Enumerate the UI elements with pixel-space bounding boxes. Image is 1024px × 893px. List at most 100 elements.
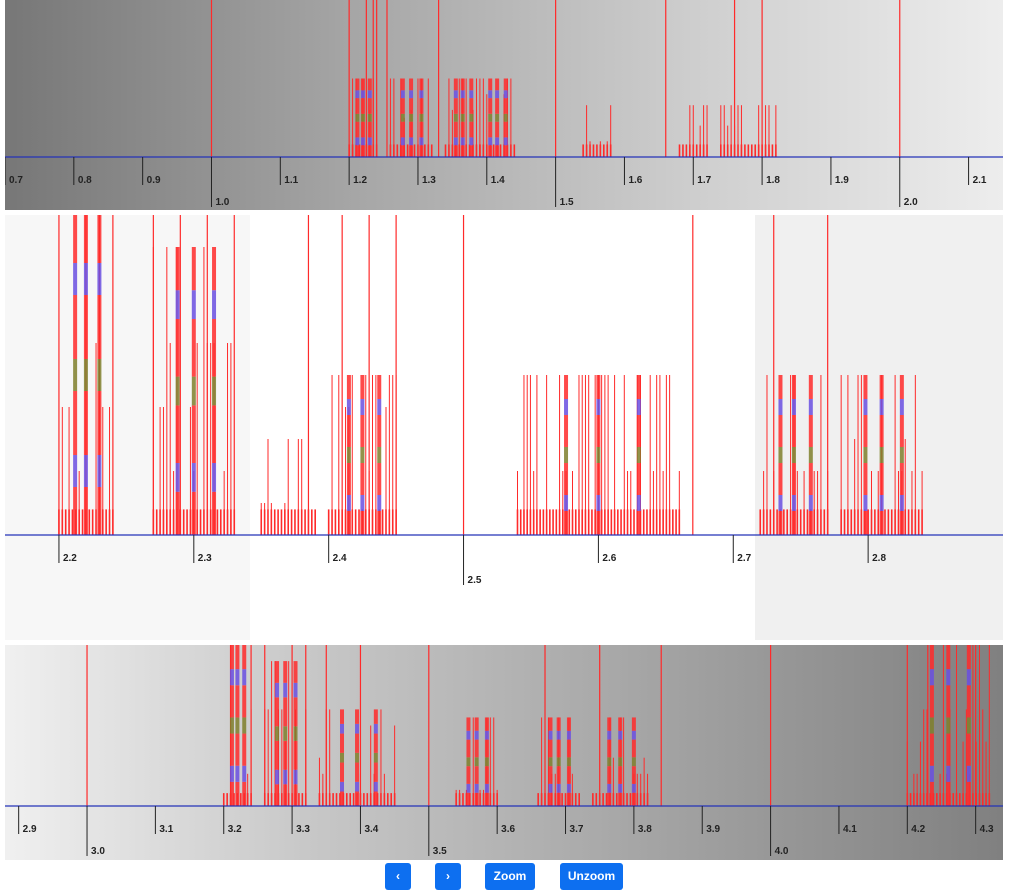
stacked-peak-segment	[191, 376, 196, 406]
stacked-peak-segment	[212, 376, 217, 406]
stacked-peak-segment	[469, 113, 474, 122]
stacked-peak-segment	[360, 511, 365, 535]
stacked-peak-segment	[355, 752, 360, 763]
stacked-peak-segment	[419, 145, 424, 157]
stacked-peak-segment	[495, 90, 500, 99]
stacked-peak-segment	[409, 78, 414, 91]
peak-cluster	[444, 78, 481, 157]
stacked-peak-segment	[466, 766, 471, 784]
stacked-peak-segment	[474, 717, 479, 731]
stacked-peak-segment	[400, 98, 405, 114]
peak-cluster	[906, 645, 991, 806]
stacked-peak-segment	[636, 463, 641, 495]
stacked-peak-segment	[355, 78, 360, 91]
next-button[interactable]: ›	[435, 863, 461, 890]
stacked-peak-segment	[275, 697, 280, 727]
spectrum-chart-bottom: 2.9 3.0 3.1 3.2 3.3 3.4 3.5 3.6 3.7 3.8 3.9 4.0 4.1 4…	[5, 645, 1003, 860]
stacked-peak-segment	[946, 645, 951, 670]
stacked-peak-segment	[929, 669, 934, 686]
stacked-peak-segment	[367, 98, 372, 114]
stacked-peak-segment	[548, 757, 553, 767]
stacked-peak-segment	[409, 137, 414, 146]
tick-label: 2.9	[23, 824, 37, 835]
stacked-peak-segment	[808, 495, 813, 511]
stacked-peak-segment	[242, 765, 247, 782]
tick-label: 0.9	[147, 175, 161, 186]
stacked-peak-segment	[966, 685, 971, 718]
tick-label: 2.1	[973, 175, 987, 186]
stacked-peak-segment	[556, 783, 561, 793]
stacked-peak-segment	[863, 415, 868, 447]
stacked-peak-segment	[453, 90, 458, 99]
tick-label: 1.7	[697, 175, 711, 186]
stacked-peak-segment	[275, 726, 280, 741]
tick-label: 1.6	[628, 175, 642, 186]
stacked-peak-segment	[175, 463, 180, 492]
stacked-peak-segment	[899, 511, 904, 535]
stacked-peak-segment	[548, 783, 553, 793]
stacked-peak-segment	[618, 739, 623, 758]
stacked-peak-segment	[778, 447, 783, 463]
stacked-peak-segment	[293, 740, 298, 770]
stacked-peak-segment	[929, 645, 934, 670]
stacked-peak-segment	[863, 399, 868, 415]
stacked-peak-segment	[453, 145, 458, 157]
stacked-peak-segment	[419, 137, 424, 146]
stacked-peak-segment	[283, 769, 288, 785]
stacked-peak-segment	[503, 121, 508, 138]
tick-label: 3.5	[433, 846, 447, 857]
peak-cluster	[58, 215, 114, 535]
stacked-peak-segment	[564, 495, 569, 511]
tick-label: 4.3	[980, 824, 994, 835]
stacked-peak-segment	[367, 78, 372, 91]
stacked-peak-segment	[293, 661, 298, 683]
stacked-peak-segment	[360, 113, 365, 122]
tick-label: 4.0	[775, 846, 789, 857]
peak-cluster	[455, 717, 498, 806]
stacked-peak-segment	[607, 766, 612, 784]
stacked-peak-segment	[73, 263, 78, 295]
unzoom-button[interactable]: Unzoom	[560, 863, 623, 890]
spectrum-chart-top: 0.7 0.8 0.9 1.0 1.1 1.2 1.3 1.4 1.5 1.6 1.7 1.8 1.9 2…	[5, 0, 1003, 210]
stacked-peak-segment	[83, 455, 88, 487]
stacked-peak-segment	[566, 739, 571, 758]
stacked-peak-segment	[175, 405, 180, 463]
stacked-peak-segment	[503, 137, 508, 146]
stacked-peak-segment	[460, 78, 465, 91]
stacked-peak-segment	[367, 90, 372, 99]
zoom-button[interactable]: Zoom	[485, 863, 535, 890]
stacked-peak-segment	[966, 733, 971, 766]
stacked-peak-segment	[242, 685, 247, 718]
stacked-peak-segment	[566, 757, 571, 767]
stacked-peak-segment	[400, 145, 405, 157]
tick-label: 1.1	[284, 175, 298, 186]
stacked-peak-segment	[283, 784, 288, 806]
stacked-peak-segment	[235, 669, 240, 686]
stacked-peak-segment	[460, 98, 465, 114]
stacked-peak-segment	[484, 766, 489, 784]
tick-label: 3.9	[706, 824, 720, 835]
stacked-peak-segment	[275, 784, 280, 806]
stacked-peak-segment	[346, 375, 351, 399]
stacked-peak-segment	[778, 375, 783, 399]
stacked-peak-segment	[474, 730, 479, 740]
stacked-peak-segment	[469, 90, 474, 99]
stacked-peak-segment	[596, 511, 601, 535]
stacked-peak-segment	[293, 697, 298, 727]
stacked-peak-segment	[373, 762, 378, 782]
stacked-peak-segment	[466, 792, 471, 806]
stacked-peak-segment	[946, 765, 951, 782]
stacked-peak-segment	[212, 319, 217, 377]
stacked-peak-segment	[929, 685, 934, 718]
previous-button[interactable]: ‹	[385, 863, 411, 890]
peak-cluster	[592, 717, 649, 806]
tick-label: 2.7	[737, 553, 751, 564]
stacked-peak-segment	[212, 405, 217, 463]
stacked-peak-segment	[377, 447, 382, 463]
stacked-peak-segment	[495, 145, 500, 157]
stacked-peak-segment	[503, 113, 508, 122]
stacked-peak-segment	[503, 90, 508, 99]
stacked-peak-segment	[469, 145, 474, 157]
stacked-peak-segment	[355, 121, 360, 138]
tick-label: 0.7	[9, 175, 23, 186]
